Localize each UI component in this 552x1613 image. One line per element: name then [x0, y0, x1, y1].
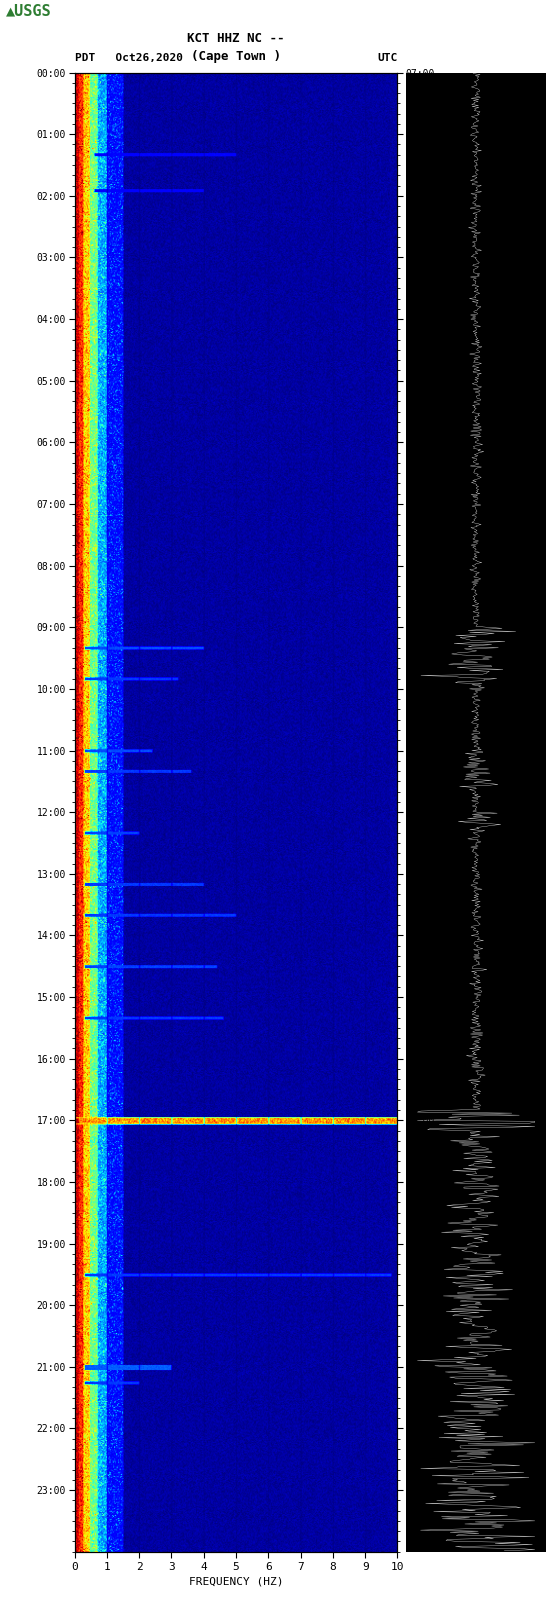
Text: (Cape Town ): (Cape Town )	[191, 50, 281, 63]
Text: UTC: UTC	[377, 53, 397, 63]
X-axis label: FREQUENCY (HZ): FREQUENCY (HZ)	[189, 1576, 283, 1586]
Text: PDT   Oct26,2020: PDT Oct26,2020	[75, 53, 183, 63]
Text: ▲USGS: ▲USGS	[6, 3, 51, 18]
Text: KCT HHZ NC --: KCT HHZ NC --	[187, 32, 285, 45]
